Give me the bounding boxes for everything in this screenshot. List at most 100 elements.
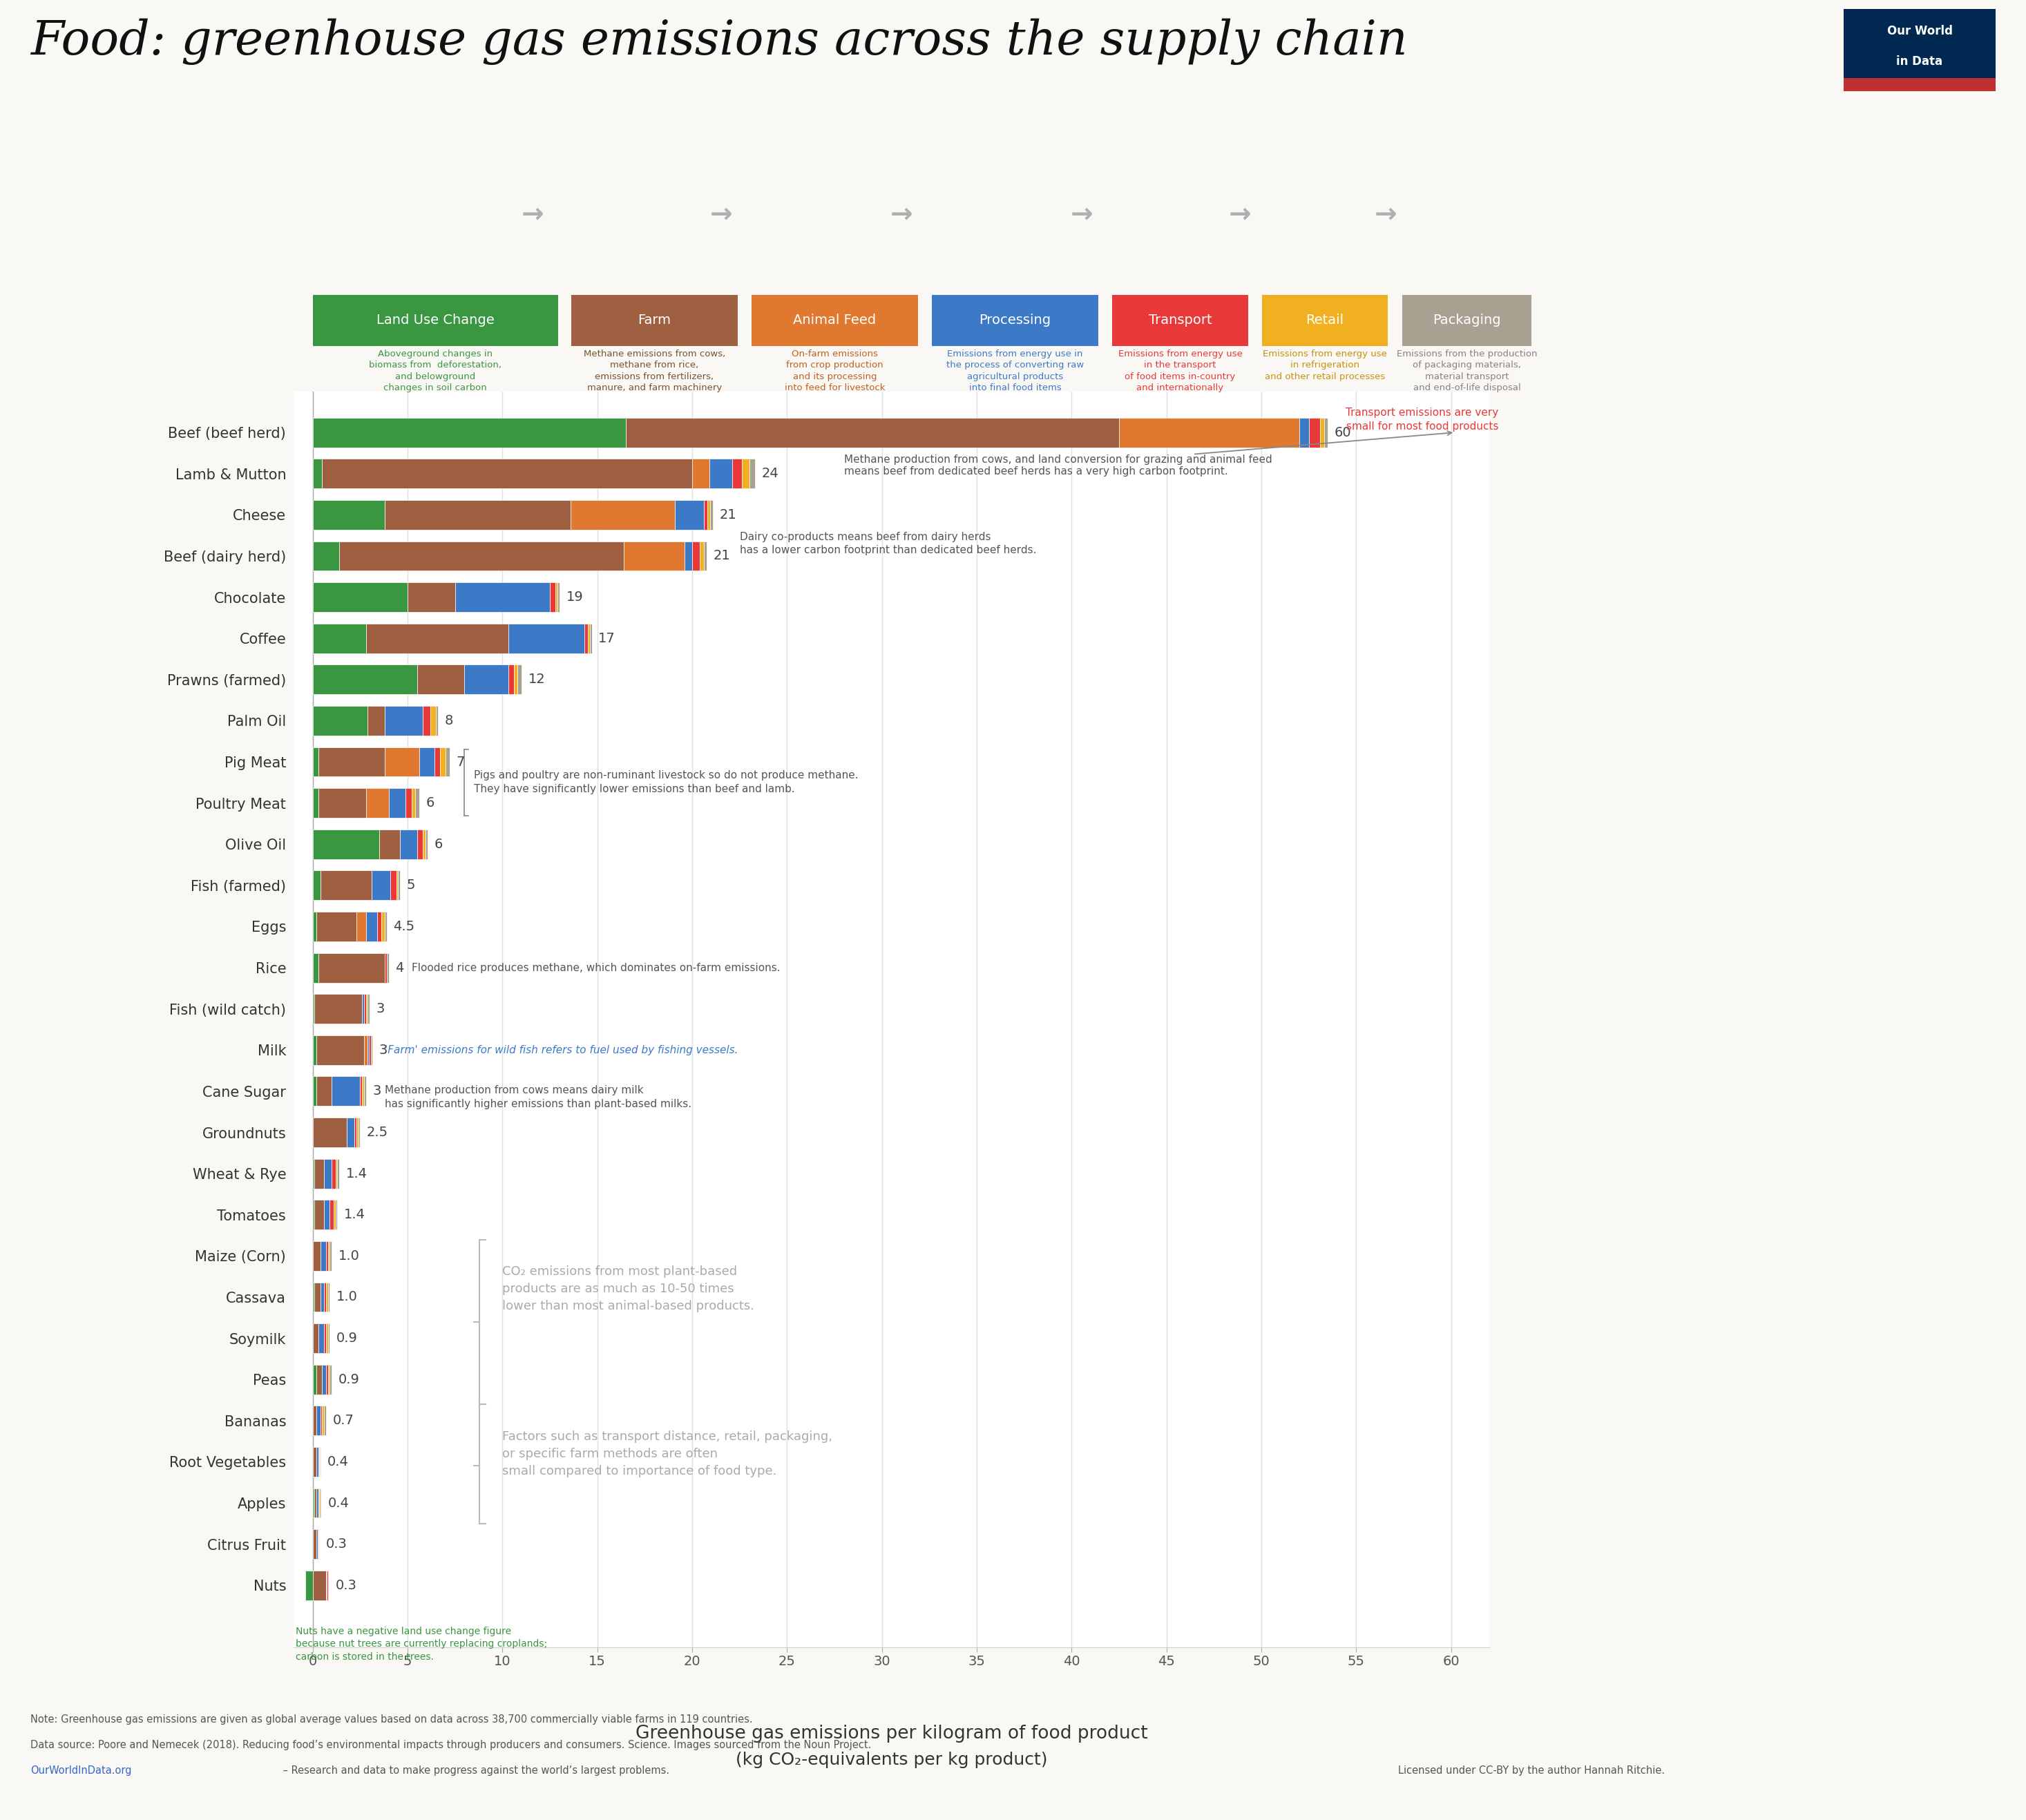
Bar <box>685 541 693 571</box>
Text: Land Use Change: Land Use Change <box>377 313 494 328</box>
Bar <box>367 912 377 941</box>
Text: →: → <box>1070 202 1094 228</box>
Text: 0.3: 0.3 <box>336 1578 357 1592</box>
Bar <box>338 541 624 571</box>
Bar <box>423 706 430 735</box>
Bar <box>367 788 389 817</box>
Text: 0.9: 0.9 <box>338 1372 361 1387</box>
Text: 3: 3 <box>377 1003 385 1016</box>
Bar <box>312 1323 318 1352</box>
Bar <box>1299 417 1309 448</box>
Bar <box>346 1117 355 1147</box>
Text: Food: greenhouse gas emissions across the supply chain: Food: greenhouse gas emissions across th… <box>30 18 1408 66</box>
Text: 21: 21 <box>719 508 737 521</box>
Bar <box>312 624 367 653</box>
Text: Pigs and poultry are non-ruminant livestock so do not produce methane.
They have: Pigs and poultry are non-ruminant livest… <box>474 770 859 795</box>
Text: Emissions from energy use in
the process of converting raw
agricultural products: Emissions from energy use in the process… <box>946 349 1084 393</box>
Bar <box>320 1283 324 1312</box>
Text: Packaging: Packaging <box>1432 313 1501 328</box>
Bar <box>324 1159 332 1188</box>
Bar <box>314 1199 324 1230</box>
Bar <box>314 1159 324 1188</box>
Text: →: → <box>1374 202 1398 228</box>
Bar <box>318 788 367 817</box>
Bar <box>316 1405 320 1436</box>
Bar <box>399 830 417 859</box>
Bar <box>332 1076 361 1107</box>
Bar <box>434 746 440 777</box>
Bar <box>312 1241 320 1270</box>
Bar <box>385 706 423 735</box>
Text: 0.9: 0.9 <box>336 1332 359 1345</box>
Bar <box>1309 417 1321 448</box>
Bar <box>316 1036 365 1065</box>
Text: 3: 3 <box>379 1043 387 1057</box>
Text: Aboveground changes in
biomass from  deforestation,
and belowground
changes in s: Aboveground changes in biomass from defo… <box>369 349 502 393</box>
Bar <box>389 788 405 817</box>
Bar <box>750 459 756 488</box>
Text: 1.4: 1.4 <box>344 1208 365 1221</box>
Bar <box>417 830 423 859</box>
Text: 7: 7 <box>456 755 464 768</box>
Text: →: → <box>1228 202 1252 228</box>
Bar <box>509 664 515 695</box>
Text: Our World: Our World <box>1886 25 1953 36</box>
Text: Emissions from energy use
in refrigeration
and other retail processes: Emissions from energy use in refrigerati… <box>1262 349 1388 380</box>
Bar <box>385 746 419 777</box>
Text: Emissions from energy use
in the transport
of food items in-country
and internat: Emissions from energy use in the transpo… <box>1118 349 1242 393</box>
Bar <box>624 541 685 571</box>
Text: 2.5: 2.5 <box>367 1127 389 1139</box>
Text: 1.0: 1.0 <box>338 1249 361 1263</box>
Text: 4.5: 4.5 <box>393 919 415 934</box>
Bar <box>519 664 521 695</box>
Text: →: → <box>709 202 733 228</box>
Bar <box>464 664 509 695</box>
Text: 8: 8 <box>444 713 454 728</box>
Bar <box>312 501 385 530</box>
Bar <box>693 541 699 571</box>
Text: 17: 17 <box>598 632 616 644</box>
Bar <box>417 664 464 695</box>
Bar <box>626 417 1118 448</box>
Bar <box>703 501 707 530</box>
Text: 1.4: 1.4 <box>346 1167 367 1179</box>
Bar <box>415 788 419 817</box>
Bar <box>371 870 391 901</box>
Bar <box>316 912 357 941</box>
Bar <box>411 788 415 817</box>
Bar <box>320 1241 326 1270</box>
Bar <box>312 1365 316 1394</box>
Bar <box>379 830 399 859</box>
Bar <box>367 624 509 653</box>
Text: On-farm emissions
from crop production
and its processing
into feed for livestoc: On-farm emissions from crop production a… <box>784 349 885 393</box>
Bar <box>1325 417 1327 448</box>
Bar <box>324 1199 330 1230</box>
Bar <box>703 541 707 571</box>
Bar <box>1118 417 1299 448</box>
Bar <box>312 541 338 571</box>
Text: 5: 5 <box>407 879 415 892</box>
Bar <box>377 912 381 941</box>
Bar <box>312 912 316 941</box>
Bar <box>318 746 385 777</box>
Bar <box>365 1036 369 1065</box>
Bar <box>709 459 731 488</box>
Bar <box>699 541 703 571</box>
Bar <box>419 746 434 777</box>
Text: Retail: Retail <box>1307 313 1343 328</box>
Bar <box>318 954 385 983</box>
Bar <box>385 501 571 530</box>
Text: Data source: Poore and Nemecek (2018). Reducing food’s environmental impacts thr: Data source: Poore and Nemecek (2018). R… <box>30 1740 871 1751</box>
Text: Flooded rice produces methane, which dominates on-farm emissions.: Flooded rice produces methane, which dom… <box>411 963 780 974</box>
Bar <box>312 459 322 488</box>
Bar <box>381 912 385 941</box>
Text: in Data: in Data <box>1896 55 1943 67</box>
Bar <box>312 1405 316 1436</box>
Text: Emissions from the production
of packaging materials,
material transport
and end: Emissions from the production of packagi… <box>1396 349 1538 393</box>
Text: 0.7: 0.7 <box>332 1414 355 1427</box>
Text: Dairy co-products means beef from dairy herds
has a lower carbon footprint than : Dairy co-products means beef from dairy … <box>739 531 1037 555</box>
Bar <box>711 501 713 530</box>
Bar <box>675 501 703 530</box>
Text: Animal Feed: Animal Feed <box>794 313 875 328</box>
Bar <box>405 788 411 817</box>
